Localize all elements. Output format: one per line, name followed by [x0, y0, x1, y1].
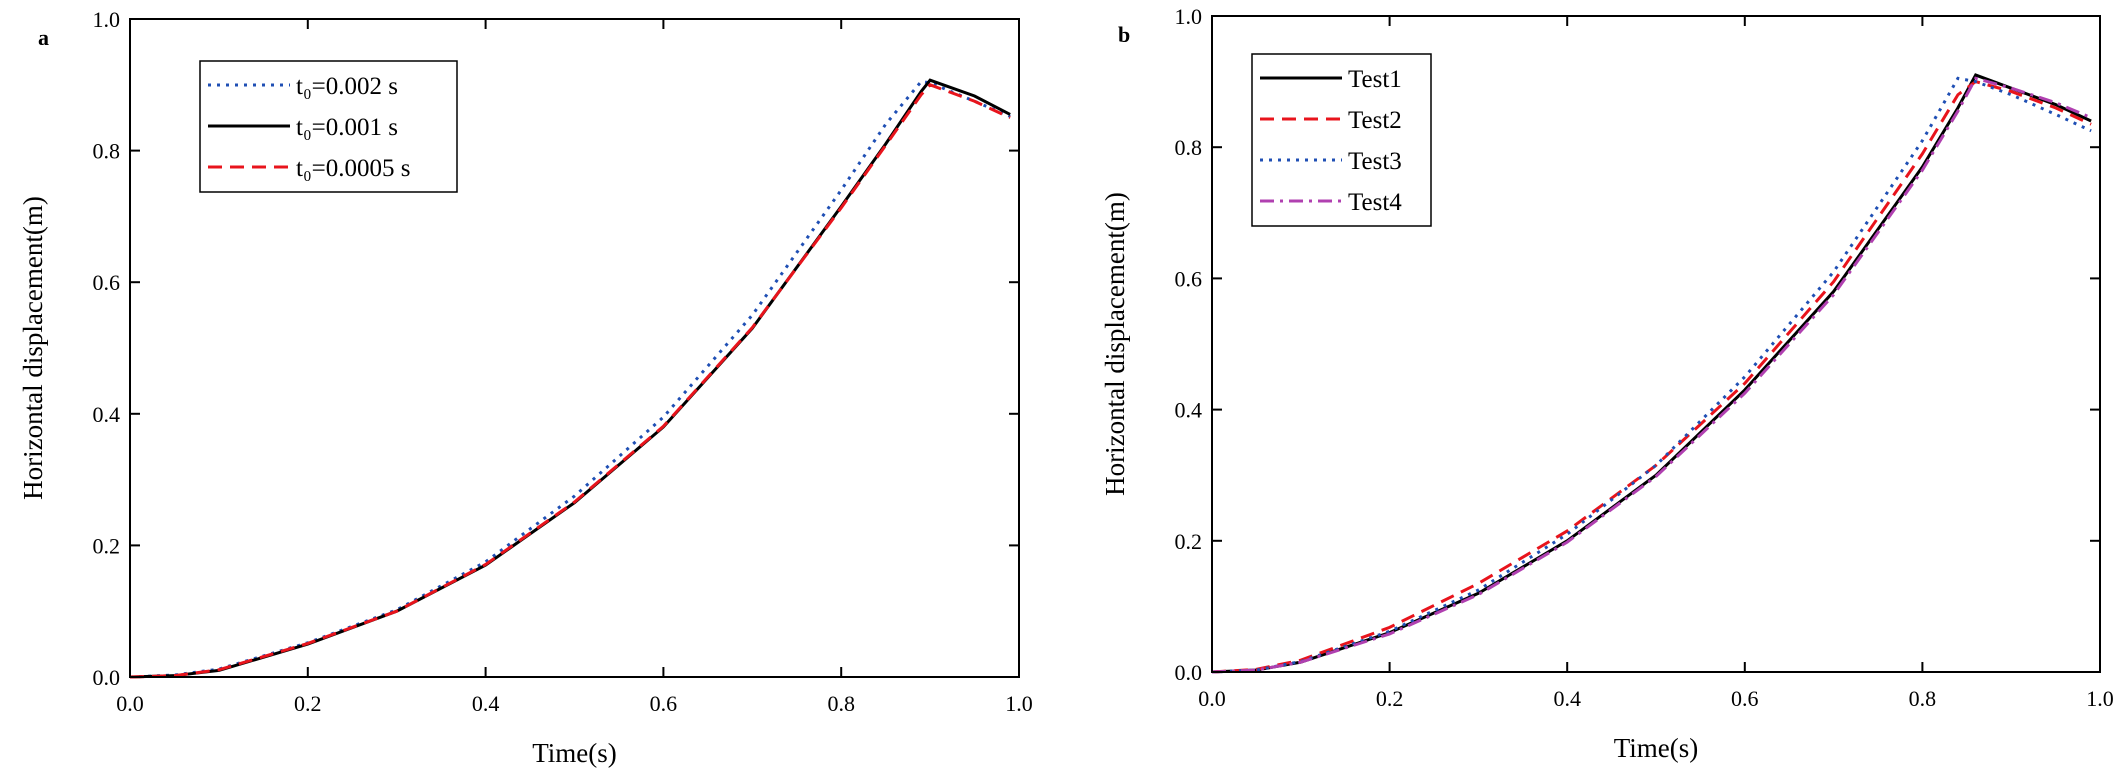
y-tick-label: 0.8 [1175, 135, 1203, 160]
legend-label: Test2 [1348, 107, 1402, 134]
chart-panel: b 0.0 0.2 0.4 0.6 0.8 1.0 0.0 0.2 0.4 0.6 0.8 1.0 Tim… [1100, 4, 2114, 763]
legend-label: t₀=0.002 s [296, 73, 398, 100]
y-tick-label: 0.0 [93, 665, 121, 690]
y-tick-label: 0.4 [93, 402, 121, 427]
legend-label: Test4 [1348, 189, 1402, 216]
plot-frame [1211, 15, 2101, 673]
y-tick-label: 1.0 [1175, 4, 1203, 29]
x-tick-label: 1.0 [1005, 691, 1033, 716]
data-line [1211, 79, 2092, 674]
y-tick-label: 0.0 [1175, 660, 1203, 685]
y-tick-label: 0.2 [93, 533, 121, 558]
x-tick-label: 0.4 [1553, 686, 1581, 711]
x-tick-label: 0.0 [1198, 686, 1226, 711]
data-line [129, 83, 1011, 679]
x-tick-label: 0.8 [827, 691, 855, 716]
x-tick-label: 0.2 [1376, 686, 1404, 711]
y-tick-label: 0.8 [93, 139, 121, 164]
panel-label: b [1118, 22, 1130, 47]
plot-frame [129, 18, 1020, 678]
x-tick-label: 0.0 [116, 691, 144, 716]
y-tick-label: 0.2 [1175, 529, 1203, 554]
y-tick-label: 0.4 [1175, 398, 1203, 423]
y-tick-label: 0.6 [1175, 266, 1203, 291]
y-tick-label: 0.6 [93, 270, 121, 295]
chart-panel: a 0.0 0.2 0.4 0.6 0.8 1.0 0.0 0.2 0.4 0.6 0.8 1.0 Tim… [18, 7, 1033, 768]
legend: Test1 Test2 Test3 Test4 [1251, 53, 1432, 227]
x-tick-label: 0.6 [1731, 686, 1759, 711]
y-tick-label: 1.0 [93, 7, 121, 32]
y-axis-label: Horizontal displacement(m) [1100, 192, 1130, 496]
legend-label: t₀=0.001 s [296, 114, 398, 141]
legend-label: t₀=0.0005 s [296, 155, 411, 182]
data-line [1211, 76, 2092, 674]
legend-label: Test3 [1348, 148, 1402, 175]
x-tick-label: 0.4 [472, 691, 500, 716]
legend-box [199, 60, 458, 193]
x-axis-label: Time(s) [532, 738, 617, 768]
legend-box [1251, 53, 1432, 227]
x-tick-label: 0.8 [1909, 686, 1937, 711]
panel-label: a [38, 25, 49, 50]
x-axis-label: Time(s) [1614, 733, 1699, 763]
x-tick-label: 0.6 [650, 691, 678, 716]
legend: t₀=0.002 s t₀=0.001 s t₀=0.0005 s [199, 60, 458, 193]
x-tick-label: 1.0 [2086, 686, 2114, 711]
x-tick-label: 0.2 [294, 691, 322, 716]
y-axis-label: Horizontal displacement(m) [18, 196, 48, 500]
legend-label: Test1 [1348, 66, 1402, 93]
